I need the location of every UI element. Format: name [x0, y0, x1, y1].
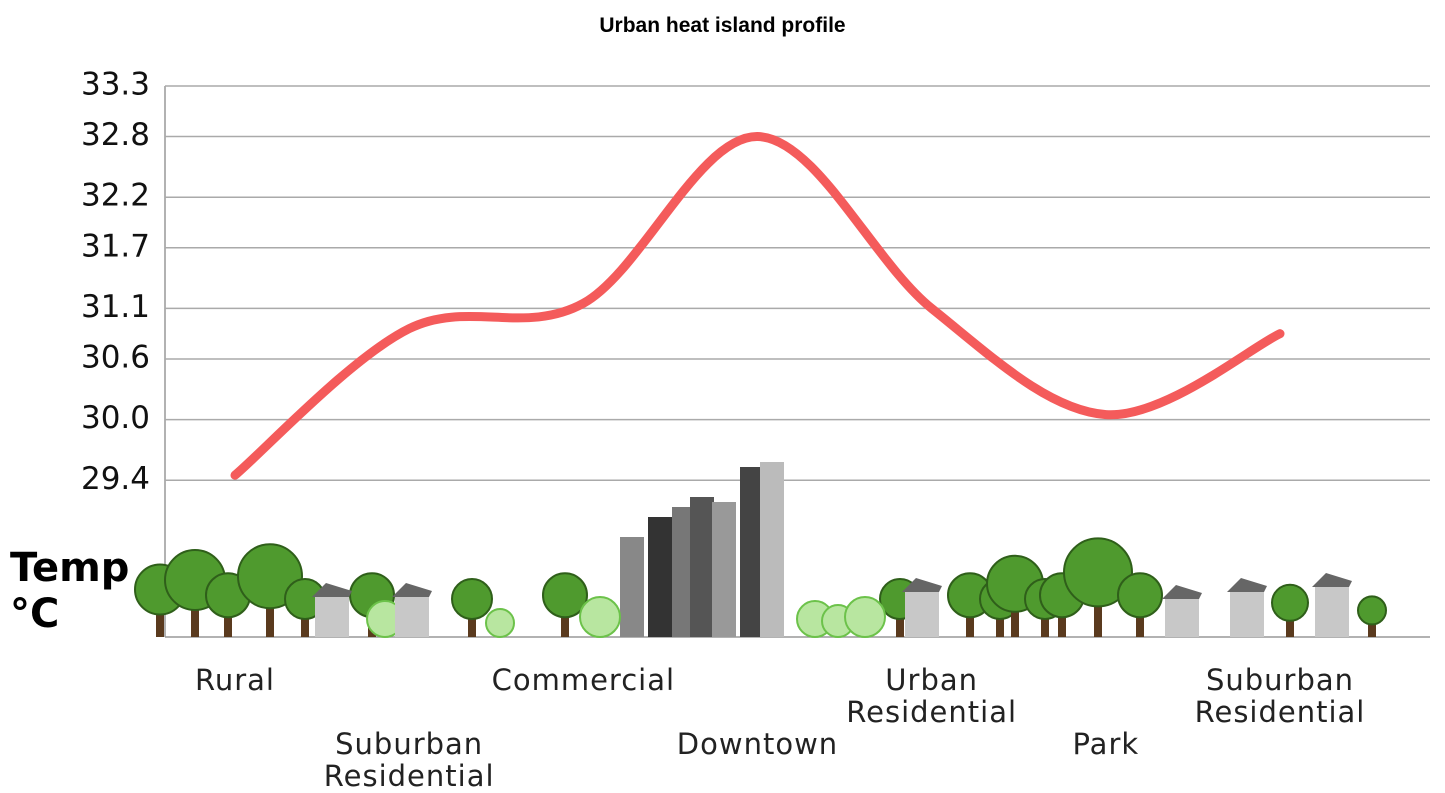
tree-crown [1118, 573, 1162, 617]
tree-crown [452, 579, 492, 619]
house [315, 597, 349, 637]
building [648, 517, 672, 637]
house-roof [1227, 578, 1267, 592]
tree-crown [1272, 585, 1308, 621]
house [1230, 592, 1264, 637]
zone-label: Commercial [463, 664, 703, 696]
temperature-line [235, 137, 1280, 476]
shrub [845, 597, 885, 637]
zone-label: Suburban Residential [1160, 664, 1400, 728]
house [1165, 599, 1199, 637]
y-tick-label: 29.4 [81, 461, 150, 497]
y-tick-label: 32.2 [81, 178, 150, 214]
y-tick-label: 31.1 [81, 289, 150, 325]
building [760, 462, 784, 637]
shrub [580, 597, 620, 637]
building [712, 502, 736, 637]
shrub [486, 609, 514, 637]
y-tick-label: 30.0 [81, 400, 150, 436]
page: {"chart_data": {"type": "line", "title":… [0, 0, 1445, 789]
zone-label: Suburban Residential [289, 728, 529, 792]
y-tick-label: 30.6 [81, 339, 150, 375]
building [690, 497, 714, 637]
zone-label: Urban Residential [812, 664, 1052, 728]
y-tick-label: 33.3 [81, 67, 150, 103]
building [620, 537, 644, 637]
tree-crown [1358, 596, 1386, 624]
y-tick-label: 31.7 [81, 228, 150, 264]
zone-label: Downtown [638, 728, 878, 760]
landscape [135, 462, 1386, 637]
house [905, 592, 939, 637]
house-roof [1162, 585, 1202, 599]
y-axis-label: Temp °C [10, 545, 160, 637]
house [1315, 587, 1349, 637]
zone-label: Park [986, 728, 1226, 760]
zone-label: Rural [115, 664, 355, 696]
house-roof [1312, 573, 1352, 587]
y-tick-label: 32.8 [81, 117, 150, 153]
house-roof [392, 583, 432, 597]
house [395, 597, 429, 637]
